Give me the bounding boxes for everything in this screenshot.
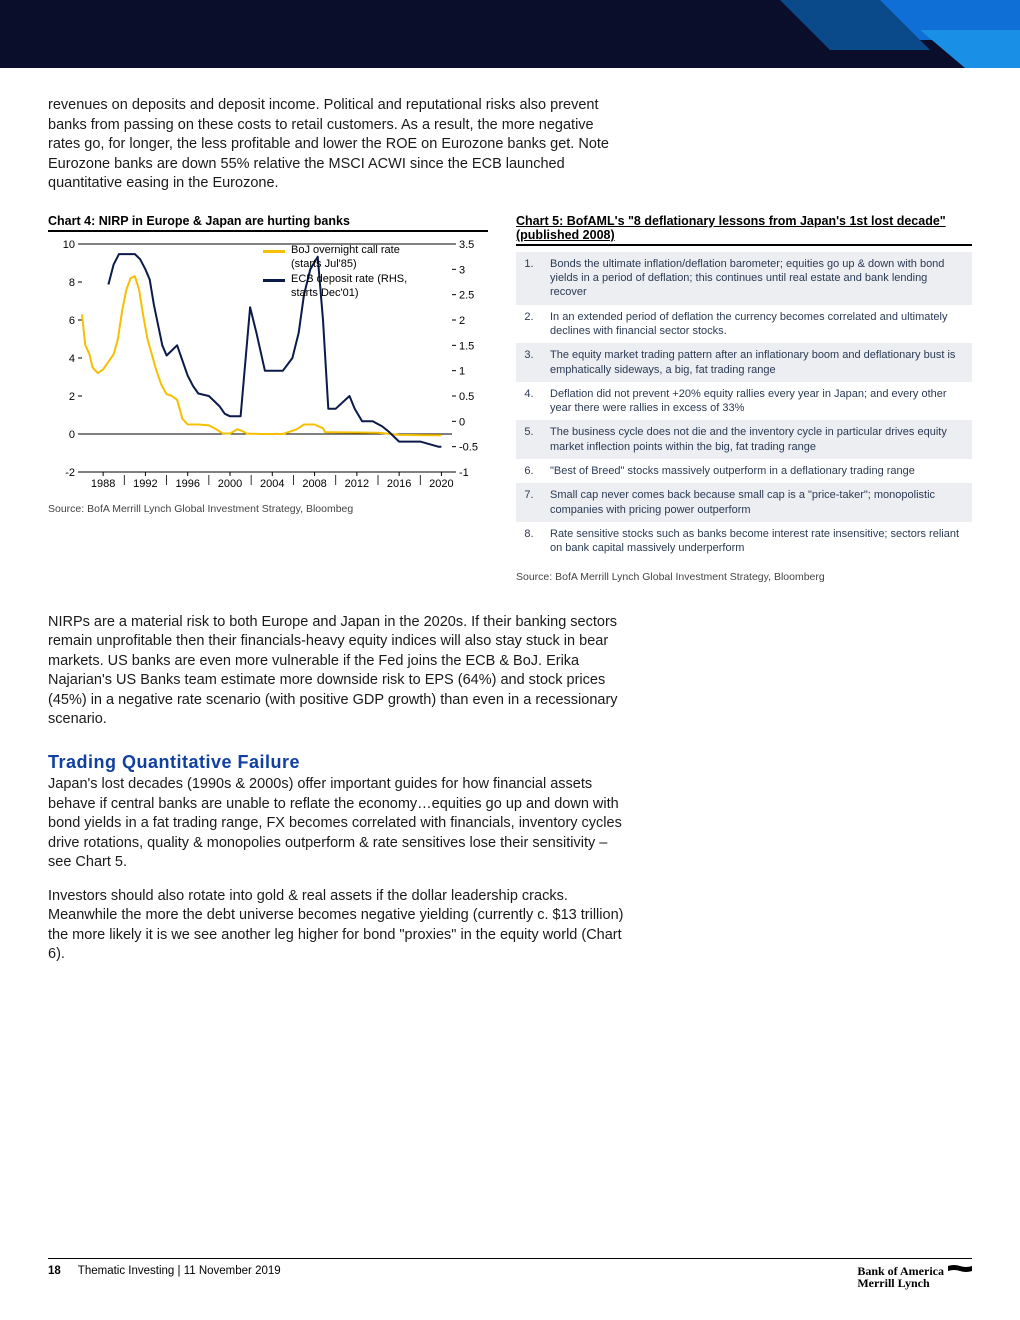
lesson-number: 5. bbox=[516, 420, 542, 459]
chart5-source: Source: BofA Merrill Lynch Global Invest… bbox=[516, 571, 972, 583]
table-row: 5.The business cycle does not die and th… bbox=[516, 420, 972, 459]
lesson-text: In an extended period of deflation the c… bbox=[542, 305, 972, 344]
chart4-source: Source: BofA Merrill Lynch Global Invest… bbox=[48, 503, 488, 515]
paragraph-japan-decades: Japan's lost decades (1990s & 2000s) off… bbox=[48, 775, 628, 873]
lesson-number: 7. bbox=[516, 483, 542, 522]
banner-decoration bbox=[720, 0, 1020, 68]
svg-text:1992: 1992 bbox=[133, 478, 157, 490]
charts-row: Chart 4: NIRP in Europe & Japan are hurt… bbox=[48, 214, 972, 583]
lesson-text: Small cap never comes back because small… bbox=[542, 483, 972, 522]
lesson-number: 1. bbox=[516, 252, 542, 305]
chart4-plot: -2 0 2 4 6 8 10 -1 -0.5 0 0.5 1 1.5 2 2.5 3 3.5 1988 1992 1… bbox=[48, 238, 488, 493]
svg-text:1.5: 1.5 bbox=[459, 340, 474, 352]
lessons-table: 1.Bonds the ultimate inflation/deflation… bbox=[516, 252, 972, 561]
svg-text:8: 8 bbox=[69, 277, 75, 289]
svg-text:0: 0 bbox=[69, 429, 75, 441]
svg-text:-1: -1 bbox=[459, 467, 469, 479]
chart4-title: Chart 4: NIRP in Europe & Japan are hurt… bbox=[48, 214, 488, 232]
top-banner bbox=[0, 0, 1020, 68]
footer-logo: Bank of America Merrill Lynch bbox=[857, 1265, 972, 1290]
svg-text:2: 2 bbox=[69, 391, 75, 403]
svg-text:3.5: 3.5 bbox=[459, 239, 474, 251]
paragraph-gold-rotation: Investors should also rotate into gold &… bbox=[48, 887, 628, 965]
chart5-column: Chart 5: BofAML's "8 deflationary lesson… bbox=[516, 214, 972, 583]
svg-text:3: 3 bbox=[459, 264, 465, 276]
lesson-number: 8. bbox=[516, 522, 542, 561]
svg-text:2.5: 2.5 bbox=[459, 289, 474, 301]
lesson-text: Bonds the ultimate inflation/deflation b… bbox=[542, 252, 972, 305]
svg-text:0.5: 0.5 bbox=[459, 391, 474, 403]
legend-item: ECB deposit rate (RHS, starts Dec'01) bbox=[263, 273, 407, 301]
table-row: 1.Bonds the ultimate inflation/deflation… bbox=[516, 252, 972, 305]
chart4-column: Chart 4: NIRP in Europe & Japan are hurt… bbox=[48, 214, 488, 583]
lesson-number: 3. bbox=[516, 343, 542, 382]
paragraph-nirp-risk: NIRPs are a material risk to both Europe… bbox=[48, 613, 628, 730]
svg-text:1: 1 bbox=[459, 365, 465, 377]
page-footer: 18 Thematic Investing | 11 November 2019… bbox=[48, 1258, 972, 1290]
legend-label: BoJ overnight call rate bbox=[291, 244, 400, 256]
footer-left: 18 Thematic Investing | 11 November 2019 bbox=[48, 1265, 281, 1277]
svg-text:0: 0 bbox=[459, 416, 465, 428]
svg-text:-2: -2 bbox=[65, 467, 75, 479]
svg-text:2004: 2004 bbox=[260, 478, 284, 490]
table-row: 7.Small cap never comes back because sma… bbox=[516, 483, 972, 522]
legend-label: starts Dec'01) bbox=[291, 287, 359, 299]
table-row: 4.Deflation did not prevent +20% equity … bbox=[516, 382, 972, 421]
svg-text:1996: 1996 bbox=[175, 478, 199, 490]
section-heading: Trading Quantitative Failure bbox=[48, 752, 972, 773]
page-content: revenues on deposits and deposit income.… bbox=[0, 68, 1020, 965]
legend-label: ECB deposit rate (RHS, bbox=[291, 273, 407, 285]
table-row: 8.Rate sensitive stocks such as banks be… bbox=[516, 522, 972, 561]
lesson-text: The equity market trading pattern after … bbox=[542, 343, 972, 382]
svg-text:4: 4 bbox=[69, 353, 75, 365]
legend-item: BoJ overnight call rate (starts Jul'85) bbox=[263, 244, 407, 272]
flag-icon bbox=[948, 1265, 972, 1275]
lesson-number: 2. bbox=[516, 305, 542, 344]
page-number: 18 bbox=[48, 1265, 61, 1277]
lesson-text: Rate sensitive stocks such as banks beco… bbox=[542, 522, 972, 561]
lesson-number: 6. bbox=[516, 459, 542, 483]
svg-text:2012: 2012 bbox=[345, 478, 369, 490]
svg-text:1988: 1988 bbox=[91, 478, 115, 490]
legend-label: (starts Jul'85) bbox=[291, 258, 357, 270]
svg-text:-0.5: -0.5 bbox=[459, 441, 478, 453]
svg-text:2: 2 bbox=[459, 315, 465, 327]
lesson-number: 4. bbox=[516, 382, 542, 421]
table-row: 3.The equity market trading pattern afte… bbox=[516, 343, 972, 382]
svg-text:10: 10 bbox=[63, 239, 75, 251]
table-row: 2.In an extended period of deflation the… bbox=[516, 305, 972, 344]
svg-text:2000: 2000 bbox=[218, 478, 242, 490]
lesson-text: "Best of Breed" stocks massively outperf… bbox=[542, 459, 972, 483]
chart5-title: Chart 5: BofAML's "8 deflationary lesson… bbox=[516, 214, 972, 246]
svg-text:2020: 2020 bbox=[429, 478, 453, 490]
logo-line2: Merrill Lynch bbox=[857, 1276, 929, 1290]
footer-text: Thematic Investing | 11 November 2019 bbox=[78, 1265, 281, 1277]
chart4-legend: BoJ overnight call rate (starts Jul'85) E… bbox=[263, 244, 407, 303]
intro-paragraph: revenues on deposits and deposit income.… bbox=[48, 96, 628, 194]
table-row: 6."Best of Breed" stocks massively outpe… bbox=[516, 459, 972, 483]
lesson-text: The business cycle does not die and the … bbox=[542, 420, 972, 459]
lesson-text: Deflation did not prevent +20% equity ra… bbox=[542, 382, 972, 421]
svg-text:2008: 2008 bbox=[302, 478, 326, 490]
svg-text:6: 6 bbox=[69, 315, 75, 327]
svg-text:2016: 2016 bbox=[387, 478, 411, 490]
